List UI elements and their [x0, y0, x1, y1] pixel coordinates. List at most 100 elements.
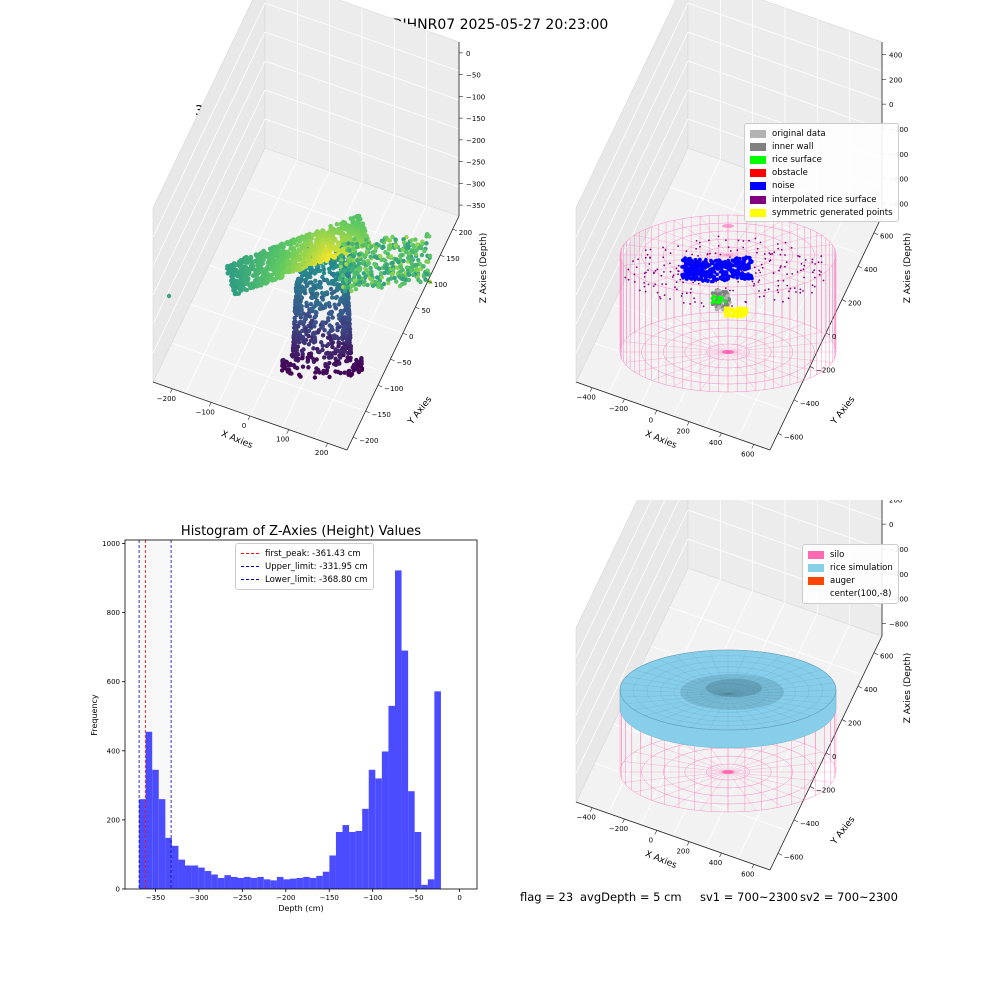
data-point	[279, 242, 285, 248]
data-point	[322, 355, 327, 360]
rice-mesh-spoke	[727, 664, 811, 695]
interpolated-point	[789, 287, 792, 290]
data-point	[357, 261, 362, 266]
data-point	[320, 343, 325, 348]
interpolated-point	[779, 266, 782, 269]
data-point	[390, 260, 395, 266]
data-point	[415, 242, 420, 247]
data-point	[369, 269, 374, 274]
silo-spoke	[727, 313, 757, 353]
data-point	[343, 277, 349, 282]
rice-mesh-spoke	[690, 693, 729, 728]
rice-mesh-spoke	[658, 659, 729, 695]
data-point	[285, 267, 291, 273]
x-tick	[170, 388, 173, 393]
data-point	[346, 315, 352, 320]
interpolated-point	[786, 284, 789, 287]
z-tick-label: 200	[889, 500, 902, 504]
silo-spoke	[651, 226, 729, 256]
data-point	[305, 303, 310, 308]
y-tick-label: −600	[784, 853, 803, 861]
y-tick-label: −400	[800, 400, 819, 408]
y-tick	[809, 366, 815, 369]
data-point	[427, 234, 432, 239]
y-tick	[793, 399, 799, 403]
data-point	[280, 274, 285, 279]
z-tick-label: 400	[889, 51, 902, 59]
panel4-plot[interactable]: −400 −200 0 200 400 600 −600 −400 −200 0 200 400 600…	[500, 500, 1000, 900]
symmetric-point	[731, 311, 736, 316]
data-point	[298, 279, 303, 284]
rice-mesh-spoke	[727, 693, 766, 728]
noise-point	[743, 277, 747, 281]
noise-point	[693, 262, 697, 267]
data-point	[334, 221, 340, 227]
y-tick-label: −400	[800, 820, 819, 828]
noise-point	[748, 255, 752, 260]
data-point	[291, 346, 296, 351]
data-point	[347, 326, 353, 332]
noise-point	[689, 258, 694, 263]
legend-label: silo	[830, 549, 845, 560]
z-tick-label: 0	[889, 521, 893, 529]
interpolated-point	[637, 258, 639, 261]
x-tick-label: −350	[146, 894, 165, 902]
noise-point	[699, 273, 704, 278]
rice-mesh-spoke	[626, 676, 729, 695]
y-tick	[793, 819, 799, 823]
panel2-plot[interactable]: −400 −200 0 200 400 600 −600 −400 −200 0 200 400 600…	[500, 0, 1000, 500]
noise-point	[734, 256, 739, 261]
interpolated-point	[717, 245, 720, 247]
legend-item: silo	[808, 548, 893, 561]
interpolated-point	[796, 271, 799, 273]
data-point	[293, 326, 298, 332]
interpolated-point	[811, 258, 814, 261]
histogram-bar	[139, 799, 146, 889]
panel1-plot[interactable]: −200 −100 0 100 200 −200 −150 −100 −50 0 50 100 150 2…	[0, 0, 500, 500]
data-point	[263, 267, 268, 272]
interpolated-point	[777, 291, 780, 294]
data-point	[330, 344, 335, 350]
legend-item: Lower_limit: -368.80 cm	[241, 573, 368, 586]
legend-label: obstacle	[772, 168, 808, 179]
rice-mesh-ring	[633, 655, 823, 726]
silo-spoke	[673, 771, 729, 807]
legend-label: rice simulation	[830, 562, 893, 573]
z-tick-label: −100	[466, 93, 485, 101]
interpolated-point	[669, 298, 671, 300]
x-tick-label: −200	[609, 825, 628, 833]
data-point	[298, 299, 303, 304]
data-point	[350, 241, 355, 247]
panel4-rice-surface	[619, 649, 837, 774]
noise-point	[729, 269, 733, 274]
interpolated-point	[661, 283, 664, 285]
data-point	[263, 274, 268, 280]
silo-spoke	[673, 317, 729, 353]
data-point	[333, 369, 338, 374]
data-point	[321, 254, 327, 259]
histogram-bar	[375, 778, 382, 889]
interpolated-point	[694, 301, 696, 303]
legend-label: first_peak: -361.43 cm	[265, 548, 361, 559]
data-point	[384, 262, 390, 267]
legend-swatch	[808, 590, 824, 598]
silo-spoke	[651, 351, 729, 381]
histogram-plot[interactable]: −350 −300 −250 −200 −150 −100 −50 0 0 200 400 600 80…	[0, 500, 500, 930]
noise-point	[685, 261, 689, 265]
y-tick	[452, 228, 457, 232]
data-point	[282, 269, 287, 275]
data-point	[373, 264, 379, 269]
y-tick-label: −200	[816, 366, 835, 374]
data-point	[311, 232, 317, 238]
interpolated-point	[627, 268, 630, 271]
data-point	[298, 312, 304, 317]
data-point	[376, 281, 382, 286]
data-point	[321, 371, 326, 376]
y-tick	[777, 853, 783, 856]
data-point	[345, 304, 350, 309]
histogram-bar	[408, 791, 415, 889]
x-tick-label: −300	[189, 894, 208, 902]
histogram-bar	[309, 877, 317, 889]
y-tick	[777, 433, 783, 436]
data-point	[277, 252, 283, 257]
